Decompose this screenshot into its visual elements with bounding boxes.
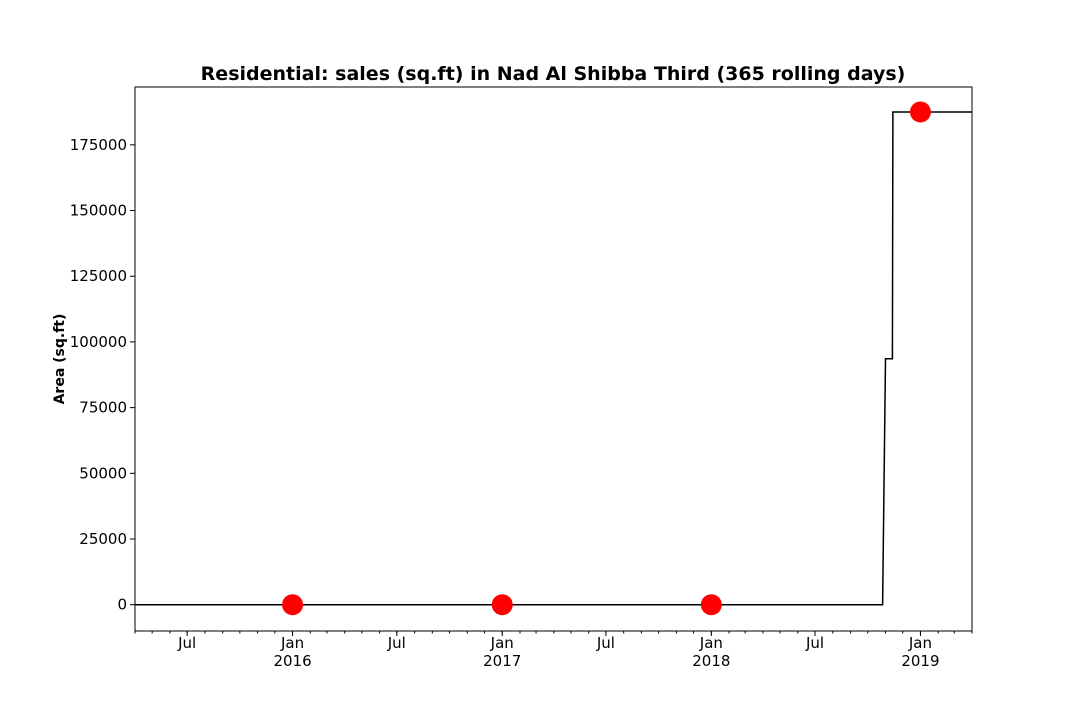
x-tick-label: Jul [387, 634, 406, 652]
x-tick-year-label: 2017 [483, 652, 521, 670]
data-point-marker [282, 594, 304, 616]
y-tick-label: 0 [117, 596, 127, 614]
data-point-marker [700, 594, 722, 616]
x-tick-label: Jul [177, 634, 196, 652]
y-tick-label: 100000 [70, 333, 127, 351]
data-point-marker [909, 101, 931, 123]
x-tick-year-label: 2018 [692, 652, 730, 670]
plot-area: 0 25000 50000 75000 100000 125000 150000 175000… [70, 86, 973, 670]
y-tick-label: 50000 [79, 464, 127, 482]
x-tick-label: Jul [596, 634, 615, 652]
data-point-marker [491, 594, 513, 616]
y-tick-label: 150000 [70, 202, 127, 220]
x-tick-label: Jan [490, 634, 514, 652]
x-tick-label: Jan [699, 634, 723, 652]
x-tick-year-label: 2019 [901, 652, 939, 670]
series-line [135, 111, 972, 606]
plot-frame [134, 86, 973, 632]
y-tick-label: 75000 [79, 399, 127, 417]
y-tick-label: 125000 [70, 267, 127, 285]
x-tick-label: Jul [805, 634, 824, 652]
y-tick-label: 175000 [70, 136, 127, 154]
x-tick-year-label: 2016 [273, 652, 311, 670]
x-tick-label: Jan [280, 634, 304, 652]
chart-title: Residential: sales (sq.ft) in Nad Al Shi… [201, 63, 906, 85]
x-tick-label: Jan [908, 634, 932, 652]
y-axis-label: Area (sq.ft) [52, 314, 68, 405]
y-tick-label: 25000 [79, 530, 127, 548]
